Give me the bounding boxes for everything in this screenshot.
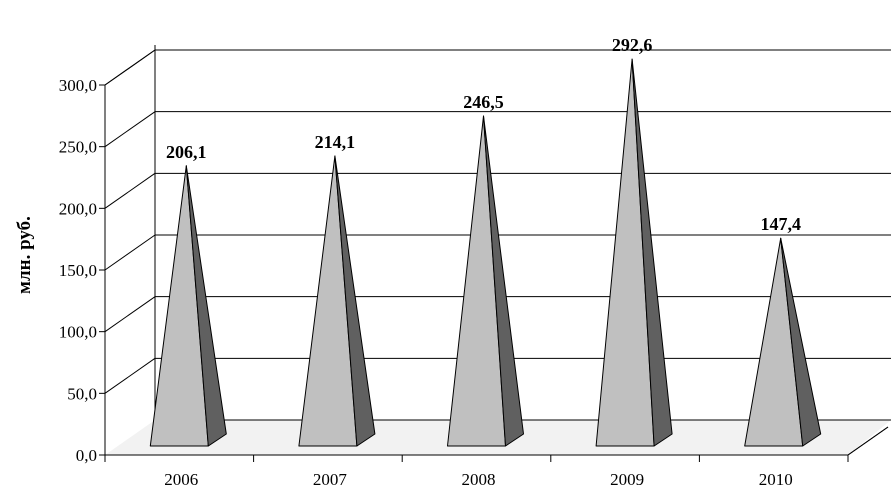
gridline-side-top xyxy=(104,49,156,86)
x-tick-labels: 2006 2007 2008 2009 2010 xyxy=(164,470,792,489)
pyramid-side-face xyxy=(780,237,822,447)
pyramid-side-face xyxy=(185,165,227,447)
pyramid-side-face xyxy=(334,155,376,447)
data-label: 147,4 xyxy=(760,214,801,234)
data-labels: 206,1 214,1 246,5 292,6 147,4 xyxy=(166,35,801,234)
x-tick-label: 2010 xyxy=(759,470,793,489)
x-tick-label: 2009 xyxy=(610,470,644,489)
axes xyxy=(99,84,889,462)
y-tick-label: 300,0 xyxy=(59,76,97,95)
y-tick-label: 100,0 xyxy=(59,323,97,342)
gridline-side xyxy=(104,357,156,394)
y-tick-label: 250,0 xyxy=(59,138,97,157)
gridlines xyxy=(104,49,891,394)
x-axis-depth xyxy=(847,426,889,456)
y-tick-label: 0,0 xyxy=(76,446,97,465)
gridline-side xyxy=(104,296,156,333)
data-label: 246,5 xyxy=(463,92,504,112)
gridline-side xyxy=(104,234,156,271)
x-tick-label: 2006 xyxy=(164,470,198,489)
x-tick-label: 2007 xyxy=(313,470,348,489)
data-label: 292,6 xyxy=(612,35,653,55)
data-label: 214,1 xyxy=(315,132,356,152)
x-tick-label: 2008 xyxy=(462,470,496,489)
gridline-side xyxy=(104,172,156,209)
y-tick-labels: 0,0 50,0 100,0 150,0 200,0 250,0 300,0 xyxy=(59,76,97,465)
pyramid-side-face xyxy=(483,115,524,447)
data-label: 206,1 xyxy=(166,142,207,162)
gridline-side xyxy=(104,111,156,148)
y-tick-label: 200,0 xyxy=(59,199,97,218)
y-tick-label: 150,0 xyxy=(59,261,97,280)
pyramids xyxy=(149,58,822,447)
y-axis-label: млн. руб. xyxy=(14,216,35,294)
y-tick-label: 50,0 xyxy=(67,384,97,403)
pyramid-side-face xyxy=(631,58,673,447)
